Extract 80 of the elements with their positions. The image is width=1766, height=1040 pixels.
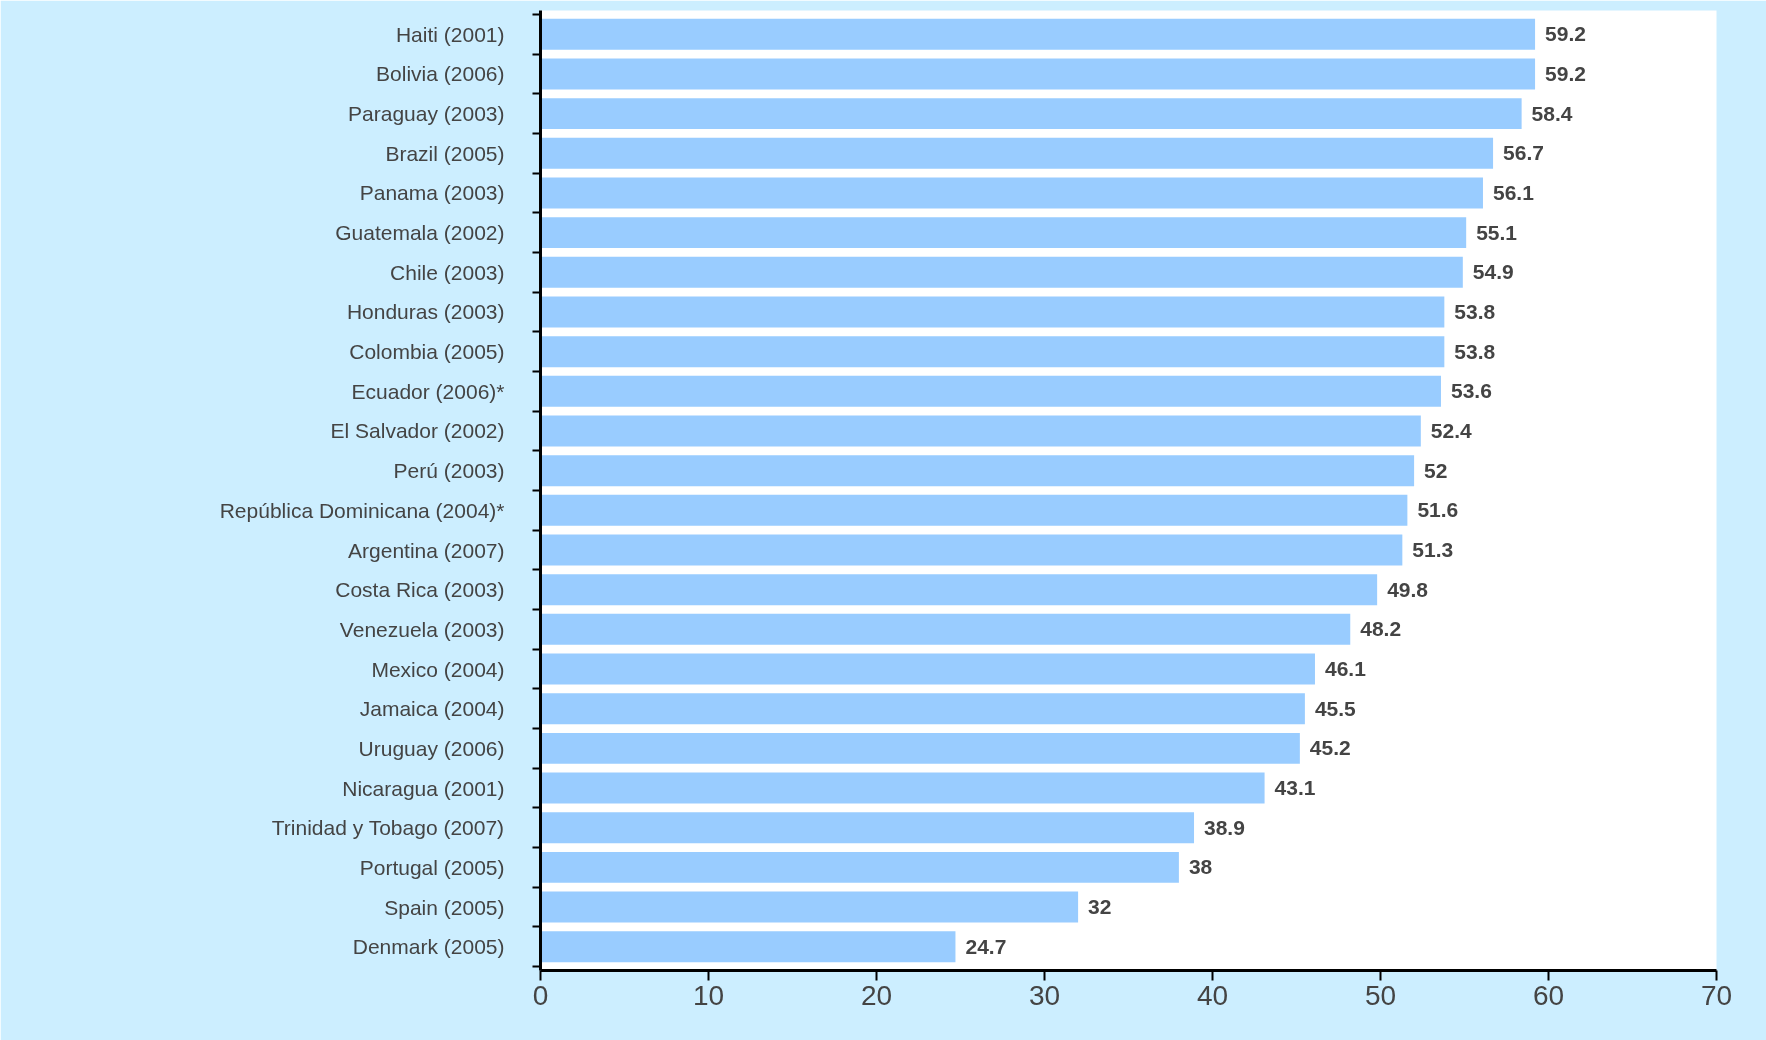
- y-tick-label: Colombia (2005): [349, 340, 505, 364]
- bar: [540, 653, 1315, 685]
- data-label: 38: [1188, 855, 1213, 879]
- data-label: 24.7: [965, 934, 1007, 958]
- y-tick-label: Guatemala (2002): [335, 221, 505, 245]
- y-tick-label: Jamaica (2004): [359, 697, 505, 721]
- y-tick-label: Portugal (2005): [359, 855, 505, 879]
- bar: [540, 296, 1445, 328]
- bar: [540, 732, 1300, 764]
- y-tick-label: Uruguay (2006): [358, 736, 505, 760]
- bar: [540, 455, 1415, 487]
- x-tick-label: 60: [1532, 979, 1565, 1011]
- data-label: 45.2: [1309, 736, 1351, 760]
- y-tick-label: Honduras (2003): [346, 300, 505, 324]
- bar: [540, 891, 1079, 923]
- y-tick-label: Costa Rica (2003): [335, 578, 505, 602]
- bar: [540, 534, 1403, 566]
- x-tick-label: 0: [532, 979, 549, 1011]
- bar: [540, 415, 1421, 447]
- data-label: 38.9: [1204, 815, 1245, 839]
- x-tick-label: 70: [1700, 979, 1733, 1011]
- bar: [540, 494, 1408, 526]
- x-tick-label: 40: [1196, 979, 1229, 1011]
- bar: [540, 177, 1483, 209]
- data-label: 53.6: [1450, 379, 1492, 403]
- x-tick-label: 50: [1364, 979, 1397, 1011]
- bar: [540, 98, 1522, 130]
- bar: [540, 58, 1536, 90]
- bar: [540, 574, 1378, 606]
- data-label: 59.2: [1545, 61, 1586, 85]
- data-label: 56.1: [1492, 180, 1535, 204]
- y-tick-label: Brazil (2005): [385, 141, 505, 165]
- data-label: 53.8: [1454, 299, 1496, 323]
- y-tick-label: Denmark (2005): [352, 935, 505, 959]
- data-label: 49.8: [1387, 577, 1429, 601]
- y-tick-label: Chile (2003): [390, 260, 505, 284]
- bar: [540, 772, 1265, 804]
- bar: [540, 613, 1351, 645]
- y-tick-label: Haiti (2001): [395, 22, 505, 46]
- y-tick-label: Ecuador (2006)*: [351, 379, 505, 403]
- y-tick-label: Paraguay (2003): [348, 102, 505, 126]
- bar: [540, 336, 1445, 368]
- data-label: 51.6: [1417, 498, 1459, 522]
- data-label: 53.8: [1454, 339, 1496, 363]
- data-label: 45.5: [1314, 696, 1357, 720]
- x-tick-label: 20: [860, 979, 893, 1011]
- bar: [540, 137, 1494, 169]
- data-label: 32: [1088, 895, 1112, 919]
- data-label: 46.1: [1324, 657, 1367, 681]
- y-tick-label: El Salvador (2002): [330, 419, 505, 443]
- data-label: 54.9: [1472, 260, 1514, 284]
- y-tick-label: Argentina (2007): [348, 538, 505, 562]
- x-tick-label: 10: [692, 979, 725, 1011]
- data-label: 58.4: [1531, 101, 1573, 125]
- data-label: 56.7: [1503, 141, 1544, 165]
- y-tick-label: República Dominicana (2004)*: [219, 498, 505, 522]
- bar: [540, 18, 1536, 50]
- y-tick-label: Trinidad y Tobago (2007): [271, 816, 505, 840]
- y-tick-label: Bolivia (2006): [376, 62, 505, 86]
- data-label: 52.4: [1430, 419, 1473, 442]
- y-tick-label: Mexico (2004): [371, 657, 505, 681]
- bar: [540, 812, 1195, 844]
- data-label: 51.3: [1412, 538, 1454, 561]
- y-tick-label: Perú (2003): [393, 459, 505, 483]
- bar: [540, 217, 1467, 249]
- bar: [540, 693, 1305, 725]
- data-label: 55.1: [1476, 220, 1518, 244]
- y-tick-label: Spain (2005): [384, 895, 505, 919]
- y-tick-label: Panama (2003): [359, 181, 505, 205]
- x-tick-label: 30: [1028, 979, 1061, 1011]
- bar: [540, 375, 1441, 407]
- bar: [540, 256, 1463, 288]
- y-tick-label: Venezuela (2003): [339, 617, 505, 641]
- bar: [540, 931, 956, 963]
- data-label: 52: [1424, 458, 1448, 482]
- y-tick-label: Nicaragua (2001): [342, 776, 505, 800]
- data-label: 59.2: [1545, 22, 1586, 46]
- bar: [540, 851, 1179, 883]
- data-label: 48.2: [1360, 617, 1402, 641]
- data-label: 43.1: [1274, 776, 1316, 800]
